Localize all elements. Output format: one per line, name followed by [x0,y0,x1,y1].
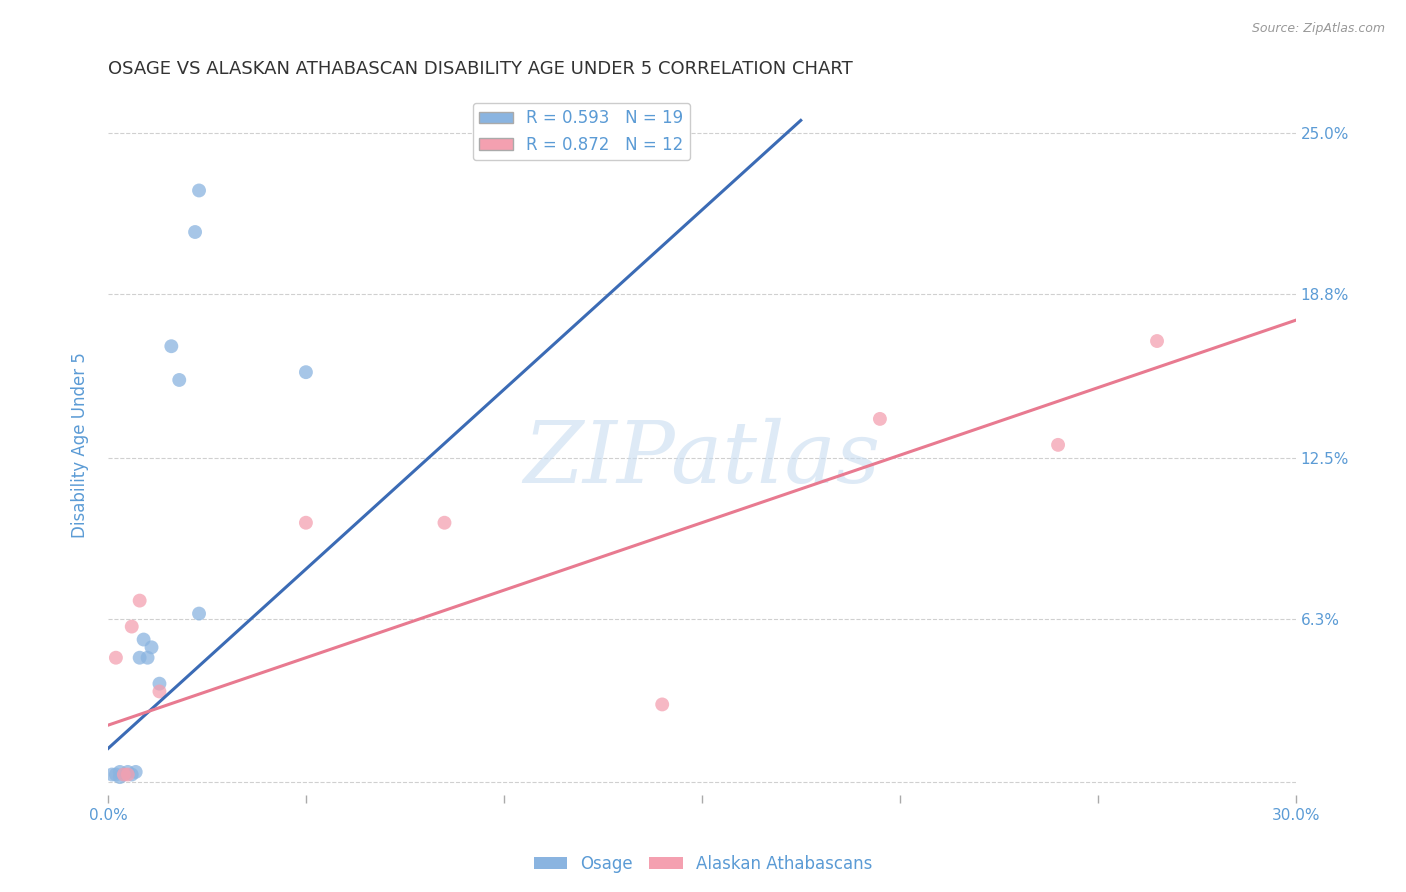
Text: Source: ZipAtlas.com: Source: ZipAtlas.com [1251,22,1385,36]
Point [295,516,318,530]
Text: ZIPatlas: ZIPatlas [523,417,880,500]
Point [112,767,135,781]
Point [188,184,211,198]
Point [117,767,139,781]
Point [108,770,131,784]
Point [104,767,127,781]
Point [121,767,143,781]
Legend: Osage, Alaskan Athabascans: Osage, Alaskan Athabascans [527,848,879,880]
Point [167,373,190,387]
Point [651,698,673,712]
Point [128,593,150,607]
Point [101,767,124,781]
Y-axis label: Disability Age Under 5: Disability Age Under 5 [72,352,89,538]
Point [1146,334,1168,348]
Legend: R = 0.593   N = 19, R = 0.872   N = 12: R = 0.593 N = 19, R = 0.872 N = 12 [472,103,690,161]
Point [112,767,135,781]
Point [141,640,163,655]
Point [148,676,170,690]
Point [184,225,207,239]
Point [104,650,127,665]
Point [433,516,456,530]
Point [869,412,891,426]
Point [188,607,211,621]
Point [117,764,139,779]
Point [160,339,183,353]
Point [108,764,131,779]
Point [125,764,148,779]
Point [295,365,318,379]
Point [148,684,170,698]
Point [136,650,159,665]
Point [121,619,143,633]
Point [1047,438,1070,452]
Point [128,650,150,665]
Point [132,632,155,647]
Text: OSAGE VS ALASKAN ATHABASCAN DISABILITY AGE UNDER 5 CORRELATION CHART: OSAGE VS ALASKAN ATHABASCAN DISABILITY A… [108,60,853,78]
